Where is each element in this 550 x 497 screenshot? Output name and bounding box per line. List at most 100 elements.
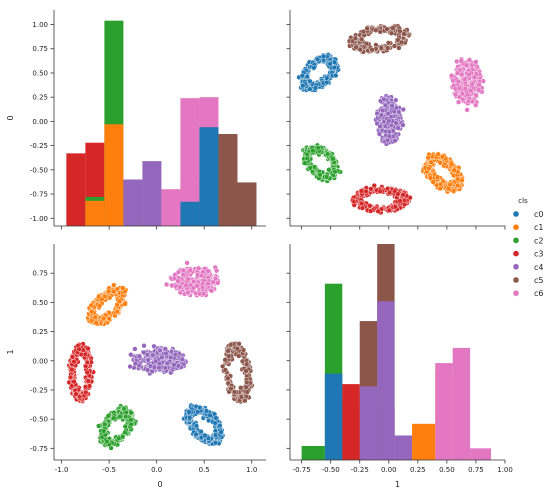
hist-bar-c4: [359, 386, 378, 460]
scatter-point-c5: [352, 35, 359, 41]
scatter-point-c2: [104, 439, 110, 445]
scatter-point-c1: [93, 320, 99, 326]
scatter-point-c5: [388, 30, 395, 36]
scatter-point-c3: [85, 346, 91, 352]
x-tick-label: -0.75: [293, 466, 311, 474]
scatter-point-c6: [198, 273, 205, 279]
scatter-point-c0: [195, 409, 201, 415]
legend-item-c6: c6: [512, 289, 544, 298]
hist-bar-c1: [104, 124, 124, 226]
scatter-point-c3: [397, 198, 403, 204]
scatter-point-c4: [393, 105, 400, 111]
scatter-point-c6: [473, 92, 479, 98]
scatter-point-c0: [331, 59, 338, 65]
scatter-point-c2: [117, 413, 123, 420]
scatter-point-c2: [101, 428, 107, 434]
scatter-point-c4: [168, 354, 174, 361]
y-tick-label: 0.50: [32, 299, 48, 307]
scatter-point-c6: [476, 87, 482, 93]
legend-label: c1: [534, 223, 544, 232]
scatter-point-c6: [184, 260, 190, 266]
scatter-point-c0: [193, 431, 199, 438]
y-tick-label: -0.75: [30, 445, 48, 453]
hist-bar-c5: [237, 182, 257, 226]
scatter-point-c6: [177, 284, 183, 290]
scatter-point-c3: [386, 207, 392, 213]
scatter-cluster-c0: [296, 52, 341, 93]
scatter-point-c1: [89, 318, 95, 324]
scatter-point-c5: [222, 367, 229, 373]
scatter-cluster-c5: [220, 341, 255, 405]
scatter-point-c0: [218, 429, 224, 435]
hist-bar-c4: [142, 161, 162, 226]
hist-bar-c4: [394, 435, 413, 460]
scatter-point-c4: [382, 102, 389, 108]
scatter-point-c4: [378, 112, 385, 118]
panel-bottom-right: -0.75 -0.50 -0.25 0.00 0.25 0.50 0.75 1.00 1: [286, 244, 513, 489]
scatter-point-c5: [385, 45, 391, 51]
scatter-point-c0: [213, 440, 219, 446]
scatter-point-c6: [468, 88, 474, 94]
hist-bar-c5: [218, 133, 238, 226]
y-tick-label: -0.25: [30, 142, 48, 150]
scatter-point-c6: [458, 58, 464, 64]
x-tick-label: 0.0: [151, 466, 162, 474]
scatter-point-c1: [459, 177, 465, 183]
scatter-point-c0: [307, 86, 313, 92]
scatter-point-c6: [476, 82, 482, 88]
scatter-point-c1: [111, 288, 117, 295]
scatter-point-c5: [244, 389, 250, 395]
hist-bar-c0: [324, 373, 343, 460]
scatter-point-c1: [111, 282, 117, 288]
scatter-point-c0: [312, 85, 319, 91]
scatter-point-c1: [100, 315, 107, 322]
scatter-point-c0: [324, 79, 330, 86]
scatter-cluster-c2: [96, 403, 139, 451]
legend-item-c3: c3: [512, 250, 544, 259]
y-tick-label: -0.50: [30, 166, 48, 174]
scatter-point-c0: [198, 429, 204, 435]
scatter-point-c6: [205, 281, 211, 287]
scatter-point-c1: [427, 175, 434, 181]
y-tick-label: 0.00: [32, 118, 48, 126]
scatter-point-c2: [128, 410, 134, 416]
legend-marker: [512, 250, 520, 257]
scatter-point-c0: [213, 432, 219, 438]
scatter-point-c6: [456, 85, 463, 91]
hist-bar-c6: [435, 363, 453, 460]
scatter-point-c4: [386, 118, 392, 124]
scatter-point-c4: [164, 360, 170, 367]
scatter-point-c5: [234, 346, 240, 352]
legend-marker: [512, 237, 520, 244]
scatter-point-c4: [151, 364, 158, 370]
legend-item-c5: c5: [512, 276, 544, 285]
scatter-point-c2: [105, 413, 111, 419]
legend: cls c0 c1 c2 c3 c4 c5 c6: [512, 197, 544, 298]
scatter-point-c2: [123, 409, 129, 416]
scatter-cluster-c3: [66, 341, 96, 404]
legend-marker: [512, 263, 520, 270]
y-tick-label: 0.50: [32, 69, 48, 77]
scatter-point-c6: [199, 284, 206, 291]
scatter-point-c4: [163, 350, 169, 357]
scatter-point-c6: [454, 58, 460, 65]
x-axis-label: 0: [157, 480, 162, 489]
scatter-point-c4: [132, 361, 139, 367]
scatter-cluster-c6: [449, 56, 486, 113]
scatter-point-c6: [164, 281, 170, 288]
scatter-point-c3: [387, 190, 393, 196]
scatter-point-c6: [191, 279, 197, 285]
scatter-point-c0: [202, 433, 208, 439]
scatter-point-c6: [462, 85, 468, 92]
hist-bar-c6: [452, 347, 471, 460]
scatter-point-c3: [368, 186, 374, 192]
scatter-point-c0: [321, 53, 327, 60]
scatter-point-c5: [357, 46, 363, 53]
hist-bar-c0: [199, 127, 219, 226]
scatter-point-c6: [453, 91, 459, 98]
scatter-point-c6: [462, 76, 468, 82]
scatter-point-c4: [395, 125, 401, 131]
scatter-point-c5: [384, 26, 390, 32]
scatter-point-c5: [369, 47, 375, 53]
scatter-point-c6: [185, 290, 191, 296]
